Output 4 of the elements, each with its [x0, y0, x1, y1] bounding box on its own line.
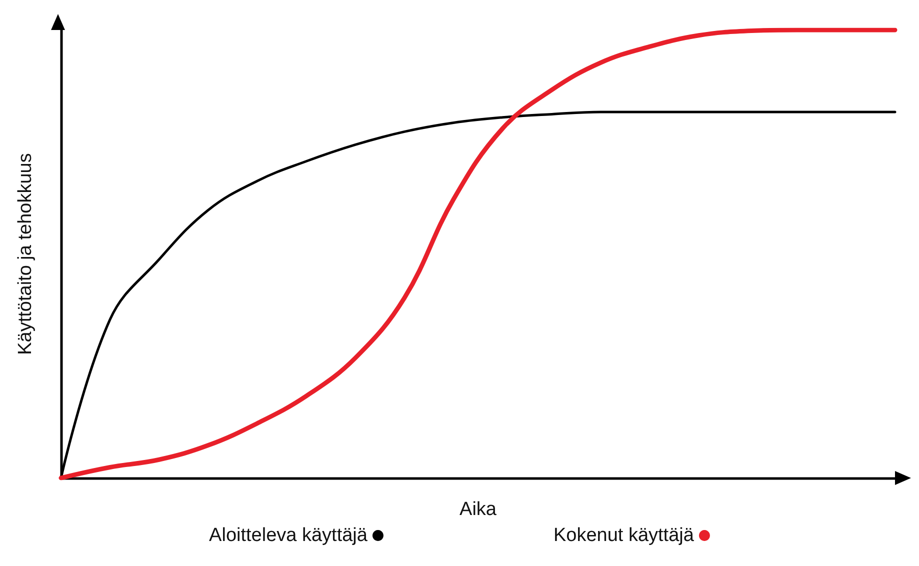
x-axis-title: Aika — [460, 499, 497, 520]
legend-label: Kokenut käyttäjä — [553, 525, 694, 546]
legend-label: Aloitteleva käyttäjä — [209, 525, 368, 546]
y-axis-title: Käyttötaito ja tehokkuus — [15, 153, 36, 355]
